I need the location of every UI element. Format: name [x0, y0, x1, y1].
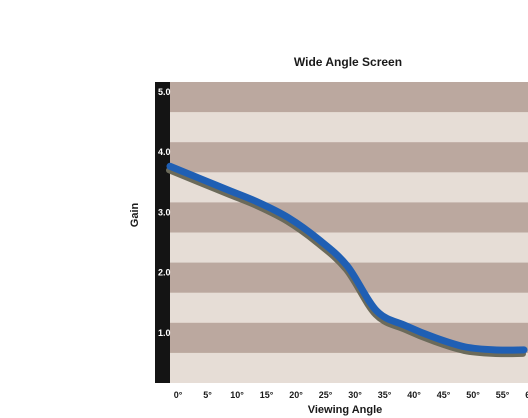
x-tick-label: 10°: [230, 390, 244, 400]
x-tick-label: 25°: [319, 390, 333, 400]
x-tick-labels: 0° 5° 10° 15° 20° 25° 30° 35° 40° 45° 50° 55° 60°: [174, 390, 528, 400]
x-tick-label: 30°: [348, 390, 362, 400]
y-tick-labels: 1.0 2.0 3.0 4.0 5.0: [158, 87, 171, 338]
x-tick-label: 60°: [525, 390, 528, 400]
x-tick-label: 40°: [407, 390, 421, 400]
grid-band: [170, 202, 528, 233]
series-line: [166, 162, 528, 354]
y-tick-label: 3.0: [158, 207, 171, 217]
y-tick-label: 1.0: [158, 328, 171, 338]
y-tick-label: 2.0: [158, 268, 171, 278]
y-axis-label: Gain: [129, 202, 141, 227]
x-tick-label: 0°: [174, 390, 183, 400]
x-axis-label: Viewing Angle: [308, 404, 383, 416]
y-tick-label: 4.0: [158, 147, 171, 157]
x-tick-label: 45°: [437, 390, 451, 400]
x-tick-label: 35°: [378, 390, 392, 400]
x-tick-label: 55°: [496, 390, 510, 400]
y-axis-bar: [155, 82, 170, 383]
series-lines: [166, 162, 528, 358]
background-bands: [170, 82, 528, 383]
grid-band: [170, 142, 528, 173]
x-tick-label: 50°: [466, 390, 480, 400]
chart-title: Wide Angle Screen: [294, 55, 402, 69]
x-tick-label: 15°: [260, 390, 274, 400]
x-tick-label: 20°: [289, 390, 303, 400]
grid-band: [170, 82, 528, 113]
y-tick-label: 5.0: [158, 87, 171, 97]
x-tick-label: 5°: [203, 390, 212, 400]
